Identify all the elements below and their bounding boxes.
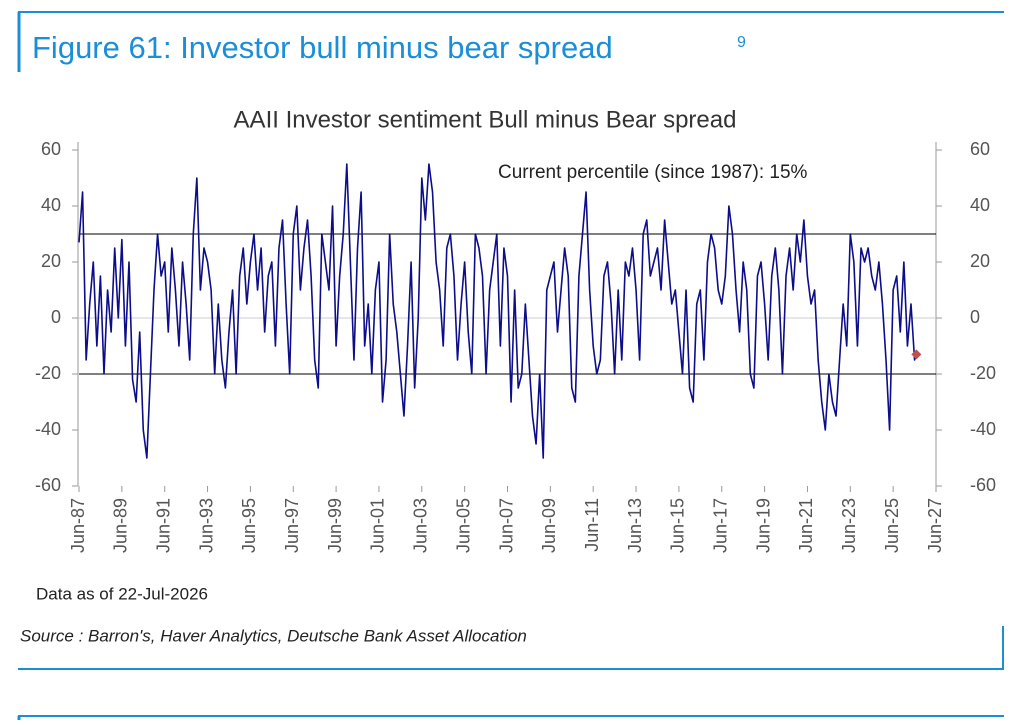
x-tick-label: Jun-19: [753, 498, 773, 553]
x-tick-label: Jun-99: [325, 498, 345, 553]
y2-tick-label: 0: [970, 307, 980, 327]
x-tick-label: Jun-27: [925, 498, 945, 553]
plot: -60 -40 -20 0 20 40 60 -60 -40 -20 0 20 40 60 Jun-87 Ju…: [35, 139, 996, 553]
x-tick-label: Jun-87: [68, 498, 88, 553]
x-tick-label: Jun-23: [839, 498, 859, 553]
y2-tick-label: -40: [970, 419, 996, 439]
chart-title: AAII Investor sentiment Bull minus Bear …: [234, 106, 737, 133]
figure-title: Figure 61: Investor bull minus bear spre…: [32, 30, 613, 65]
x-tick-label: Jun-89: [111, 498, 131, 553]
x-tick-label: Jun-21: [796, 498, 816, 553]
x-tick-label: Jun-25: [882, 498, 902, 553]
x-tick-label: Jun-17: [711, 498, 731, 553]
series-line: [78, 163, 918, 459]
x-tick-label: Jun-07: [496, 498, 516, 553]
x-tick-label: Jun-15: [668, 498, 688, 553]
x-tick-label: Jun-93: [196, 498, 216, 553]
x-tick-label: Jun-09: [539, 498, 559, 553]
y2-tick-label: -20: [970, 363, 996, 383]
y2-tick-label: 20: [970, 251, 990, 271]
x-tick-label: Jun-95: [239, 498, 259, 553]
x-tick-label: Jun-13: [625, 498, 645, 553]
data-note: Data as of 22-Jul-2026: [36, 584, 208, 603]
x-tick-label: Jun-11: [582, 498, 602, 552]
source: Source : Barron's, Haver Analytics, Deut…: [20, 626, 527, 645]
y-tick-label: 40: [41, 195, 61, 215]
y-tick-label: 20: [41, 251, 61, 271]
y-tick-label: -60: [35, 475, 61, 495]
x-tick-label: Jun-91: [153, 498, 173, 553]
y-tick-label: 60: [41, 139, 61, 159]
y-tick-label: -20: [35, 363, 61, 383]
y-tick-label: 0: [51, 307, 61, 327]
x-tick-label: Jun-03: [411, 498, 431, 553]
y-tick-label: -40: [35, 419, 61, 439]
footnote: 9: [737, 34, 746, 51]
x-tick-label: Jun-97: [282, 498, 302, 553]
latest-marker: [911, 349, 922, 360]
y2-tick-label: 60: [970, 139, 990, 159]
y2-tick-label: -60: [970, 475, 996, 495]
y2-tick-label: 40: [970, 195, 990, 215]
x-tick-label: Jun-05: [453, 498, 473, 553]
annotation: Current percentile (since 1987): 15%: [498, 162, 808, 183]
x-tick-label: Jun-01: [368, 498, 388, 553]
